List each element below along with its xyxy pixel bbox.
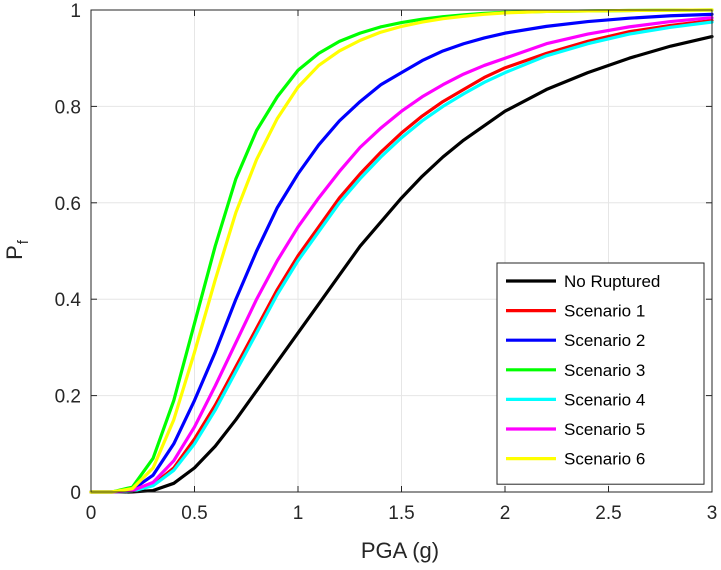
x-tick-label: 0.5	[181, 503, 207, 524]
series-line-5	[89, 20, 714, 494]
y-axis-label-main: P	[2, 245, 27, 260]
axes	[90, 9, 713, 493]
legend-label-1: No Ruptured	[564, 272, 660, 291]
x-tick-labels: 0 0.5 1 1.5 2 2.5 3	[86, 503, 718, 524]
y-tick-label: 0.2	[55, 387, 81, 408]
y-axis-label-subscript: f	[15, 239, 32, 244]
legend-label-6: Scenario 5	[564, 420, 645, 439]
x-tick-label: 2.5	[595, 503, 621, 524]
x-tick-label: 0	[86, 503, 97, 524]
x-tick-label: 2	[500, 503, 511, 524]
x-tick-label: 1	[293, 503, 304, 524]
series-line-1	[89, 34, 714, 494]
series-line-6	[89, 16, 714, 494]
legend: No Ruptured Scenario 1 Scenario 2 Scenario …	[496, 262, 705, 485]
y-tick-label: 0.4	[55, 290, 82, 311]
legend-label-4: Scenario 3	[564, 361, 645, 380]
legend-label-3: Scenario 2	[564, 331, 645, 350]
series-line-3	[89, 12, 714, 494]
y-tick-label: 1	[70, 1, 81, 22]
y-tick-label: 0.6	[55, 194, 81, 215]
y-tick-labels: 0 0.2 0.4 0.6 0.8 1	[55, 1, 82, 504]
legend-label-2: Scenario 1	[564, 302, 645, 321]
legend-box	[496, 262, 705, 485]
series-line-2	[89, 19, 714, 494]
legend-label-7: Scenario 6	[564, 450, 645, 469]
x-axis-label: PGA (g)	[361, 538, 439, 563]
y-tick-label: 0.8	[55, 97, 81, 118]
x-tick-label: 1.5	[388, 503, 414, 524]
series-group	[89, 8, 714, 494]
x-tick-label: 3	[707, 503, 718, 524]
y-tick-label: 0	[70, 483, 81, 504]
y-axis-label: Pf	[2, 239, 32, 260]
series-line-7	[89, 8, 714, 494]
legend-label-5: Scenario 4	[564, 390, 645, 409]
